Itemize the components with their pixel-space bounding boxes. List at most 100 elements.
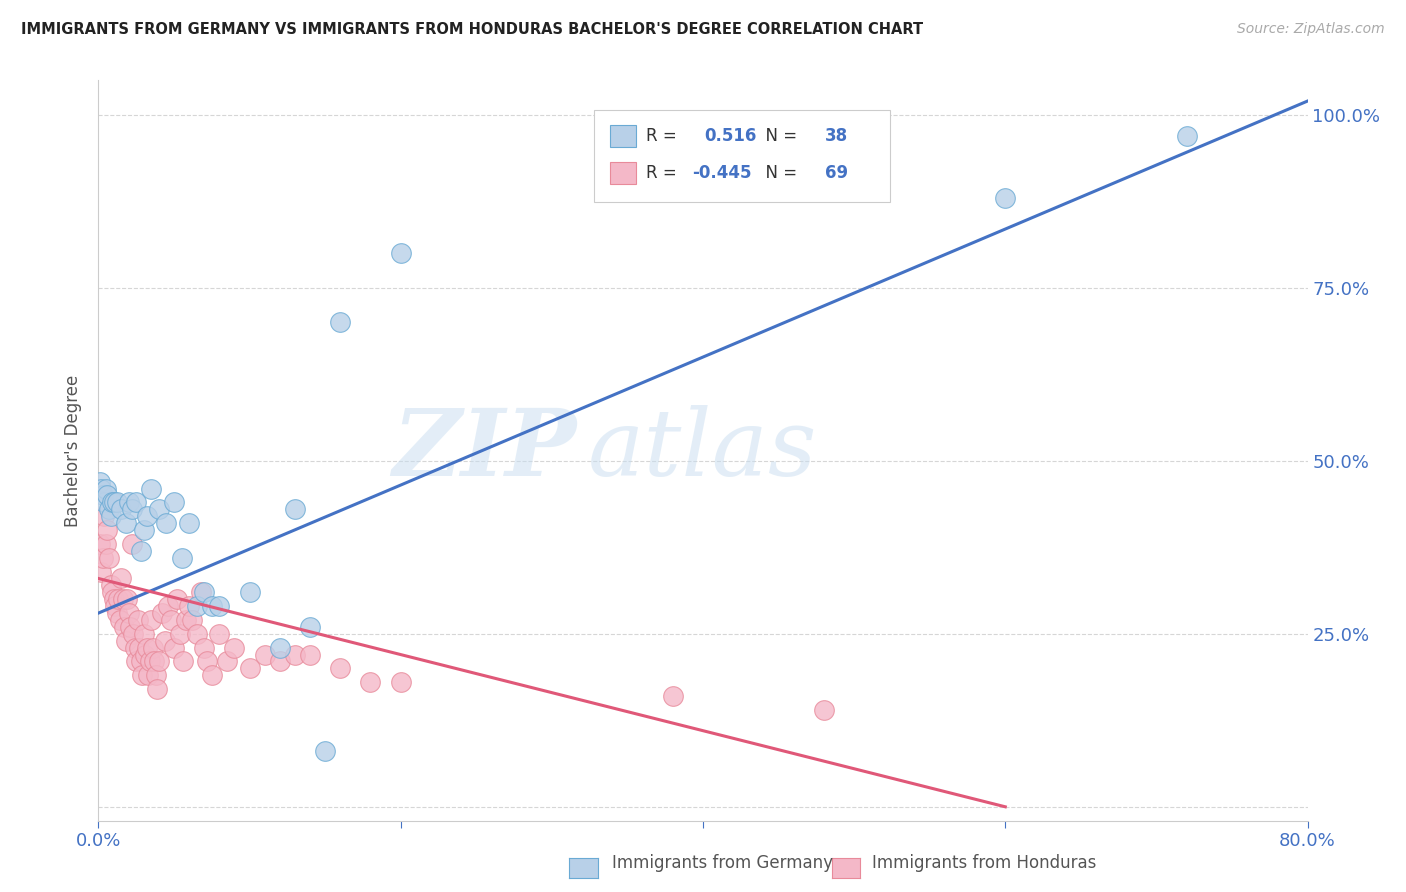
Point	[169, 627, 191, 641]
Text: 38: 38	[825, 127, 848, 145]
Point	[163, 495, 186, 509]
Point	[215, 655, 238, 669]
FancyBboxPatch shape	[595, 110, 890, 202]
Point	[131, 668, 153, 682]
Point	[145, 668, 167, 682]
Point	[172, 655, 194, 669]
Point	[108, 613, 131, 627]
Point	[201, 668, 224, 682]
Text: atlas: atlas	[588, 406, 818, 495]
Point	[107, 592, 129, 607]
Point	[142, 640, 165, 655]
Text: IMMIGRANTS FROM GERMANY VS IMMIGRANTS FROM HONDURAS BACHELOR'S DEGREE CORRELATIO: IMMIGRANTS FROM GERMANY VS IMMIGRANTS FR…	[21, 22, 924, 37]
Point	[124, 640, 146, 655]
Point	[284, 648, 307, 662]
Point	[208, 599, 231, 614]
Point	[94, 482, 117, 496]
Text: ZIP: ZIP	[392, 406, 576, 495]
Point	[122, 627, 145, 641]
Point	[179, 516, 201, 530]
Point	[110, 502, 132, 516]
Text: N =: N =	[755, 164, 803, 182]
Text: Immigrants from Germany: Immigrants from Germany	[612, 855, 832, 872]
Point	[98, 550, 121, 565]
Point	[132, 523, 155, 537]
Point	[121, 537, 143, 551]
Point	[1175, 128, 1198, 143]
Point	[125, 495, 148, 509]
Point	[208, 627, 231, 641]
Point	[389, 675, 412, 690]
Point	[91, 550, 114, 565]
Point	[193, 640, 215, 655]
Point	[661, 689, 683, 703]
Point	[134, 648, 156, 662]
Point	[150, 606, 173, 620]
Point	[181, 613, 204, 627]
Point	[195, 655, 218, 669]
Point	[160, 613, 183, 627]
Point	[121, 502, 143, 516]
Point	[239, 661, 262, 675]
Point	[141, 613, 163, 627]
Point	[98, 502, 121, 516]
Point	[148, 502, 170, 516]
Point	[105, 606, 128, 620]
Point	[118, 495, 141, 509]
Point	[994, 191, 1017, 205]
Point	[269, 655, 291, 669]
Point	[253, 648, 276, 662]
Point	[127, 613, 149, 627]
Point	[329, 315, 352, 329]
Text: R =: R =	[647, 164, 682, 182]
Point	[90, 565, 112, 579]
Point	[155, 516, 177, 530]
Point	[100, 509, 122, 524]
Point	[166, 592, 188, 607]
Text: Immigrants from Honduras: Immigrants from Honduras	[872, 855, 1097, 872]
Point	[190, 585, 212, 599]
Point	[96, 488, 118, 502]
Point	[100, 578, 122, 592]
Point	[360, 675, 382, 690]
Point	[284, 502, 307, 516]
Text: R =: R =	[647, 127, 688, 145]
Point	[101, 585, 124, 599]
Point	[101, 495, 124, 509]
Point	[125, 655, 148, 669]
Point	[135, 640, 157, 655]
Point	[186, 599, 208, 614]
Point	[105, 495, 128, 509]
Point	[170, 550, 193, 565]
Point	[135, 509, 157, 524]
Point	[129, 543, 152, 558]
Point	[136, 668, 159, 682]
Point	[111, 592, 134, 607]
Point	[329, 661, 352, 675]
Point	[90, 482, 112, 496]
FancyBboxPatch shape	[610, 161, 637, 184]
Point	[96, 523, 118, 537]
Point	[93, 495, 115, 509]
Text: 69: 69	[825, 164, 848, 182]
Point	[129, 655, 152, 669]
Text: N =: N =	[755, 127, 803, 145]
Point	[139, 655, 162, 669]
Point	[239, 585, 262, 599]
Point	[91, 488, 114, 502]
Point	[104, 599, 127, 614]
Point	[141, 482, 163, 496]
Point	[269, 640, 291, 655]
Point	[314, 744, 336, 758]
Point	[93, 509, 115, 524]
Point	[89, 537, 111, 551]
Point	[201, 599, 224, 614]
Point	[174, 613, 197, 627]
Point	[110, 572, 132, 586]
Text: -0.445: -0.445	[692, 164, 752, 182]
Point	[120, 620, 142, 634]
Point	[186, 627, 208, 641]
Point	[114, 516, 136, 530]
Point	[128, 640, 150, 655]
Point	[94, 537, 117, 551]
